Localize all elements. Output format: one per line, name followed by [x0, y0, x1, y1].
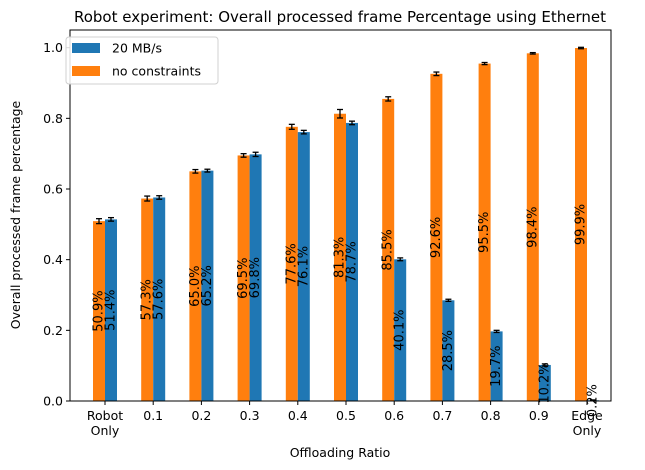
bar-20mbs-9 [538, 364, 551, 401]
bar-labels-group: 50.9% 57.3% 65.0% 69.5% 77.6% 81.3% 85.5% 92.6%… [92, 204, 601, 417]
bar-value-label: 51.4% [104, 290, 119, 331]
error-bar [156, 195, 163, 200]
error-bar [300, 129, 307, 135]
bar-value-label: 77.6% [284, 243, 299, 284]
plot-frame [69, 29, 612, 402]
bar-no-constraints-8 [478, 63, 491, 402]
bar-value-label: 57.3% [140, 279, 155, 320]
x-tick-label: Edge Only [571, 408, 603, 438]
y-tick-label: 0.2 [43, 323, 63, 338]
bar-value-label: 40.1% [393, 310, 408, 351]
chart-title: Robot experiment: Overall processed fram… [74, 8, 606, 26]
error-bar [397, 257, 404, 262]
error-bars-group [96, 46, 596, 402]
y-axis: 0.0 0.2 0.4 0.6 0.8 1.0 [43, 40, 70, 409]
error-bar [288, 123, 295, 130]
legend-swatch [72, 43, 100, 53]
bar-value-label: 19.7% [489, 346, 504, 387]
bar-value-label: 81.3% [333, 237, 348, 278]
legend-label: no constraints [112, 64, 201, 79]
bar-20mbs-0 [105, 219, 117, 401]
bar-value-label: 98.4% [525, 207, 540, 248]
bar-value-label: 28.5% [441, 330, 456, 371]
error-bar [192, 168, 199, 174]
bar-20mbs-7 [442, 300, 455, 401]
bar-no-constraints-0 [93, 221, 105, 401]
x-axis: Robot Only 0.1 0.2 0.3 0.4 0.5 0.6 0.7 0.8 0.9 Edge… [87, 401, 603, 438]
error-bar [108, 216, 114, 222]
error-bar [252, 151, 259, 158]
error-bar [481, 61, 488, 66]
legend-swatch [72, 66, 100, 76]
legend: 20 MB/s no constraints [65, 36, 219, 85]
bar-value-label: 69.8% [248, 257, 263, 298]
bar-value-label: 69.5% [236, 258, 251, 299]
x-axis-title: Offloading Ratio [290, 445, 391, 460]
y-tick-label: 0.0 [43, 394, 63, 409]
x-tick-label: 0.8 [481, 408, 501, 423]
bar-value-label: 78.7% [345, 241, 360, 282]
x-tick-label: 0.5 [336, 408, 356, 423]
error-bar [337, 108, 343, 119]
bar-no-constraints-2 [189, 171, 202, 401]
y-tick-label: 1.0 [43, 40, 63, 55]
y-tick-label: 0.6 [43, 182, 63, 197]
x-tick-label: 0.9 [529, 408, 549, 423]
bar-value-label: 95.5% [477, 212, 492, 253]
error-bar [349, 120, 355, 126]
bar-value-label: 76.1% [296, 246, 311, 287]
x-tick-label: 0.3 [240, 408, 260, 423]
bar-no-constraints-9 [526, 53, 539, 401]
error-bar [578, 46, 584, 50]
x-tick-label: 0.2 [191, 408, 211, 423]
bar-value-label: 50.9% [92, 290, 107, 331]
y-tick-label: 0.8 [43, 111, 63, 126]
x-tick-label: Robot Only [87, 408, 123, 438]
x-tick-label: 0.1 [143, 408, 163, 423]
bar-no-constraints-6 [382, 98, 395, 402]
error-bar [493, 329, 500, 334]
bar-no-constraints-7 [430, 73, 443, 402]
bar-value-label: 10.2% [537, 362, 552, 403]
bar-no-constraints-1 [141, 198, 154, 401]
error-bar [541, 363, 548, 367]
bar-20mbs-8 [490, 331, 503, 401]
x-tick-label: 0.4 [288, 408, 308, 423]
error-bar [204, 168, 211, 173]
bars-group [93, 48, 599, 402]
bar-no-constraints-5 [334, 113, 346, 402]
bar-20mbs-2 [201, 170, 214, 401]
y-axis-title: Overall processed frame percentage [8, 100, 23, 329]
bar-value-label: 57.6% [152, 279, 167, 320]
bar-20mbs-5 [346, 122, 358, 401]
error-bar [144, 195, 151, 202]
error-bar [445, 298, 452, 303]
bar-value-label: 99.9% [574, 204, 589, 245]
legend-box [65, 36, 219, 85]
bar-value-label: 92.6% [429, 217, 444, 258]
bar-20mbs-3 [249, 154, 262, 401]
bar-no-constraints-4 [285, 126, 298, 402]
error-bar [96, 218, 102, 225]
y-tick-label: 0.4 [43, 252, 63, 267]
bar-20mbs-1 [153, 197, 166, 401]
error-bar [529, 51, 536, 55]
x-tick-label: 0.7 [432, 408, 452, 423]
bar-20mbs-4 [297, 132, 310, 401]
bar-no-constraints-10 [575, 48, 587, 402]
bar-value-label: 65.0% [188, 266, 203, 307]
error-bar [240, 153, 247, 158]
bar-no-constraints-3 [237, 155, 250, 401]
legend-label: 20 MB/s [112, 41, 162, 56]
bar-20mbs-6 [394, 259, 407, 401]
error-bar [385, 96, 392, 102]
error-bar [433, 71, 440, 77]
bar-value-label: 85.5% [381, 229, 396, 270]
bar-value-label: 65.2% [200, 265, 215, 306]
x-tick-label: 0.6 [384, 408, 404, 423]
